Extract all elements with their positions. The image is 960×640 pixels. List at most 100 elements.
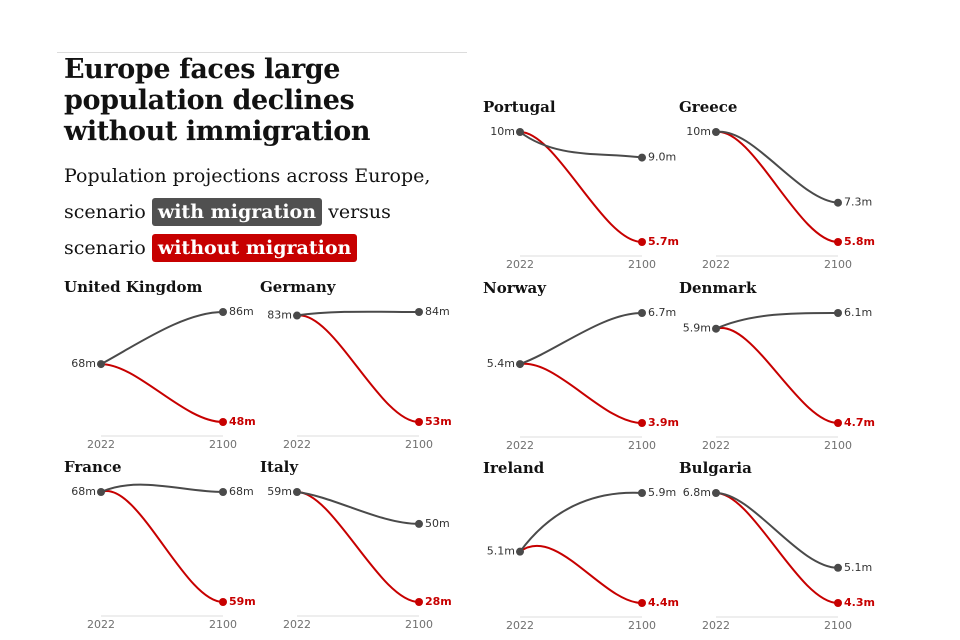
x-tick-label: 2022 bbox=[87, 438, 115, 451]
start-value-label: 5.9m bbox=[683, 322, 711, 335]
x-tick-label: 2022 bbox=[506, 619, 534, 632]
with-migration-line bbox=[519, 491, 643, 553]
x-tick-label: 2022 bbox=[702, 439, 730, 452]
with-migration-end-label: 50m bbox=[425, 517, 450, 530]
start-value-label: 83m bbox=[267, 309, 292, 322]
x-tick-label: 2100 bbox=[824, 439, 852, 452]
without-migration-end-label: 59m bbox=[229, 595, 256, 608]
with-migration-end-label: 5.1m bbox=[844, 561, 872, 574]
start-value-label: 10m bbox=[490, 125, 515, 138]
x-tick-label: 2022 bbox=[283, 618, 311, 631]
with-migration-end-label: 84m bbox=[425, 305, 450, 318]
without-migration-end-label: 28m bbox=[425, 595, 452, 608]
with-migration-end-point bbox=[834, 563, 842, 572]
start-value-label: 68m bbox=[71, 485, 96, 498]
x-tick-label: 2022 bbox=[87, 618, 115, 631]
with-migration-end-label: 68m bbox=[229, 485, 254, 498]
x-tick-label: 2100 bbox=[209, 618, 237, 631]
start-point bbox=[293, 311, 301, 320]
without-migration-end-label: 3.9m bbox=[648, 416, 679, 429]
start-point bbox=[712, 324, 720, 333]
x-tick-label: 2022 bbox=[506, 439, 534, 452]
with-migration-line bbox=[296, 491, 420, 525]
without-migration-end-point bbox=[219, 418, 227, 426]
x-tick-label: 2022 bbox=[506, 258, 534, 271]
x-tick-label: 2100 bbox=[209, 438, 237, 451]
with-migration-line bbox=[100, 311, 224, 365]
chart-panel-bulgaria: Bulgaria 6.8m 5.1m 4.3m 2022 2100 bbox=[679, 459, 875, 632]
with-migration-end-label: 86m bbox=[229, 305, 254, 318]
chart-title: Greece bbox=[679, 98, 737, 116]
chart-panel-ireland: Ireland 5.1m 5.9m 4.4m 2022 2100 bbox=[483, 459, 679, 632]
chart-panel-greece: Greece 10m 7.3m 5.8m 2022 2100 bbox=[679, 98, 875, 271]
chart-title: France bbox=[64, 458, 122, 476]
x-tick-label: 2100 bbox=[628, 258, 656, 271]
without-migration-line bbox=[100, 363, 224, 423]
header-rule bbox=[57, 52, 467, 53]
x-tick-label: 2100 bbox=[628, 439, 656, 452]
with-migration-end-point bbox=[219, 488, 227, 496]
chart-title: Germany bbox=[260, 278, 337, 296]
x-tick-label: 2100 bbox=[405, 618, 433, 631]
x-tick-label: 2022 bbox=[283, 438, 311, 451]
chart-panel-france: France 68m 68m 59m 2022 2100 bbox=[64, 458, 256, 631]
with-migration-line bbox=[100, 483, 224, 493]
with-migration-line bbox=[715, 130, 839, 204]
with-migration-end-label: 7.3m bbox=[844, 196, 872, 209]
with-migration-line bbox=[519, 131, 643, 159]
with-migration-end-label: 6.1m bbox=[844, 306, 872, 319]
with-migration-line bbox=[715, 492, 839, 569]
start-value-label: 6.8m bbox=[683, 486, 711, 499]
start-value-label: 68m bbox=[71, 357, 96, 370]
start-value-label: 59m bbox=[267, 485, 292, 498]
chart-panel-italy: Italy 59m 50m 28m 2022 2100 bbox=[260, 458, 452, 631]
with-migration-end-point bbox=[834, 309, 842, 317]
with-migration-end-label: 5.9m bbox=[648, 486, 676, 499]
without-migration-end-point bbox=[834, 419, 842, 427]
start-point bbox=[712, 128, 720, 136]
start-value-label: 5.1m bbox=[487, 545, 515, 558]
chart-title: Bulgaria bbox=[679, 459, 752, 477]
chart-title: Ireland bbox=[483, 459, 545, 477]
start-point bbox=[293, 488, 301, 496]
subtitle-versus: versus scenario bbox=[64, 201, 391, 259]
chart-panel-norway: Norway 5.4m 6.7m 3.9m 2022 2100 bbox=[483, 279, 679, 452]
without-migration-line bbox=[100, 490, 224, 603]
subtitle-prefix: Population projections across Europe, sc… bbox=[64, 165, 431, 223]
with-migration-end-point bbox=[415, 308, 423, 316]
without-migration-end-label: 5.8m bbox=[844, 235, 875, 248]
with-migration-end-point bbox=[834, 198, 842, 207]
without-migration-end-point bbox=[638, 419, 646, 427]
without-migration-line bbox=[519, 131, 643, 243]
chart-panel-denmark: Denmark 5.9m 6.1m 4.7m 2022 2100 bbox=[679, 279, 875, 452]
with-migration-key: with migration bbox=[151, 198, 323, 226]
without-migration-line bbox=[715, 492, 839, 604]
with-migration-end-point bbox=[638, 489, 646, 497]
subtitle: Population projections across Europe, sc… bbox=[64, 158, 464, 266]
without-migration-end-point bbox=[834, 238, 842, 246]
start-value-label: 10m bbox=[686, 125, 711, 138]
chart-title: United Kingdom bbox=[64, 278, 202, 296]
start-point bbox=[712, 489, 720, 497]
without-migration-end-label: 53m bbox=[425, 415, 452, 428]
without-migration-line bbox=[519, 544, 643, 604]
page-title: Europe faces large population declines w… bbox=[64, 54, 371, 147]
start-point bbox=[516, 547, 524, 556]
with-migration-end-point bbox=[638, 309, 646, 317]
without-migration-line bbox=[715, 130, 839, 243]
chart-panel-united-kingdom: United Kingdom 68m 86m 48m 2022 2100 bbox=[64, 278, 256, 451]
chart-panel-germany: Germany 83m 84m 53m 2022 2100 bbox=[260, 278, 452, 451]
without-migration-end-point bbox=[415, 598, 423, 606]
start-point bbox=[97, 360, 105, 369]
with-migration-end-label: 9.0m bbox=[648, 151, 676, 164]
without-migration-end-label: 4.4m bbox=[648, 596, 679, 609]
without-migration-key: without migration bbox=[151, 234, 358, 262]
x-tick-label: 2100 bbox=[628, 619, 656, 632]
with-migration-line bbox=[296, 310, 420, 317]
without-migration-end-point bbox=[415, 418, 423, 426]
with-migration-end-point bbox=[219, 308, 227, 316]
without-migration-end-label: 4.3m bbox=[844, 596, 875, 609]
with-migration-line bbox=[715, 311, 839, 330]
without-migration-end-label: 5.7m bbox=[648, 235, 679, 248]
